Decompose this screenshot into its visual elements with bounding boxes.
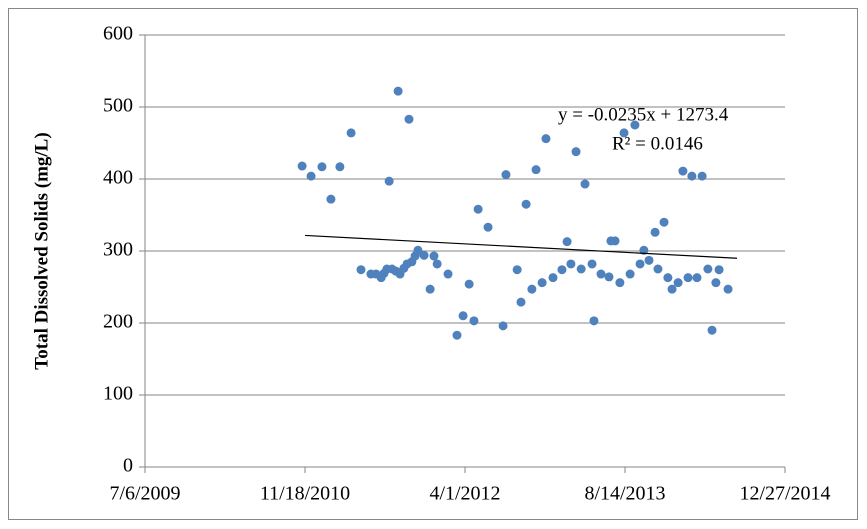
- data-point: [512, 265, 522, 275]
- data-point: [541, 134, 551, 144]
- y-tick-label: 400: [103, 167, 133, 189]
- data-point: [635, 259, 645, 269]
- data-point: [557, 265, 567, 275]
- data-point: [562, 237, 572, 247]
- data-point: [393, 86, 403, 96]
- data-point: [707, 325, 717, 335]
- r-squared: R² = 0.0146: [612, 133, 703, 154]
- data-point: [356, 265, 366, 275]
- data-point: [566, 259, 576, 269]
- data-point: [703, 264, 713, 274]
- data-point: [501, 170, 511, 180]
- data-point: [610, 236, 620, 246]
- y-tick-label: 300: [103, 239, 133, 261]
- data-point: [587, 259, 597, 269]
- data-point: [683, 273, 693, 283]
- data-point: [697, 171, 707, 181]
- data-point: [452, 330, 462, 340]
- data-point: [317, 162, 327, 172]
- data-point: [589, 316, 599, 326]
- x-tick-label: 12/27/2014: [739, 483, 830, 505]
- data-point: [326, 194, 336, 204]
- data-point: [667, 284, 677, 294]
- data-point: [639, 245, 649, 255]
- data-point: [650, 227, 660, 237]
- data-point: [580, 179, 590, 189]
- y-tick-label: 600: [103, 23, 133, 45]
- data-point: [576, 264, 586, 274]
- data-point: [714, 265, 724, 275]
- data-point: [335, 162, 345, 172]
- x-tick-label: 8/14/2013: [584, 483, 665, 505]
- data-point: [659, 217, 669, 227]
- data-point: [687, 171, 697, 181]
- data-point: [432, 259, 442, 269]
- data-point: [384, 176, 394, 186]
- data-point: [615, 278, 625, 288]
- data-point: [425, 284, 435, 294]
- x-tick-label: 11/18/2010: [260, 483, 350, 505]
- data-point: [429, 251, 439, 261]
- data-point: [458, 311, 468, 321]
- data-point: [625, 269, 635, 279]
- data-point: [548, 273, 558, 283]
- trendline: [304, 234, 738, 259]
- data-point: [521, 199, 531, 209]
- data-point: [498, 321, 508, 331]
- x-tick-label: 4/1/2012: [429, 483, 500, 505]
- data-point: [346, 128, 356, 138]
- y-tick-label: 100: [103, 383, 133, 405]
- data-point: [596, 269, 606, 279]
- data-point: [419, 250, 429, 260]
- data-point: [516, 297, 526, 307]
- y-tick-label: 0: [123, 455, 133, 477]
- data-point: [673, 278, 683, 288]
- data-point: [619, 128, 629, 138]
- data-point: [723, 284, 733, 294]
- data-point: [678, 166, 688, 176]
- data-point: [630, 120, 640, 130]
- data-point: [537, 278, 547, 288]
- data-point: [413, 245, 423, 255]
- data-point: [644, 255, 654, 265]
- data-point: [571, 147, 581, 157]
- data-point: [527, 284, 537, 294]
- y-tick-label: 200: [103, 311, 133, 333]
- data-point: [473, 204, 483, 214]
- data-point: [711, 278, 721, 288]
- data-point: [483, 222, 493, 232]
- data-point: [443, 269, 453, 279]
- data-point: [297, 161, 307, 171]
- data-point: [604, 272, 614, 282]
- data-point: [531, 165, 541, 175]
- data-point: [469, 316, 479, 326]
- trend-equation: y = -0.0235x + 1273.4: [558, 104, 729, 125]
- data-point: [404, 114, 414, 124]
- x-tick-label: 7/6/2009: [109, 483, 180, 505]
- data-point: [663, 273, 673, 283]
- data-point: [306, 171, 316, 181]
- data-point: [692, 273, 702, 283]
- y-axis-title: Total Dissolved Solids (mg/L): [31, 132, 52, 369]
- data-point: [464, 279, 474, 289]
- data-point: [653, 264, 663, 274]
- y-tick-label: 500: [103, 95, 133, 117]
